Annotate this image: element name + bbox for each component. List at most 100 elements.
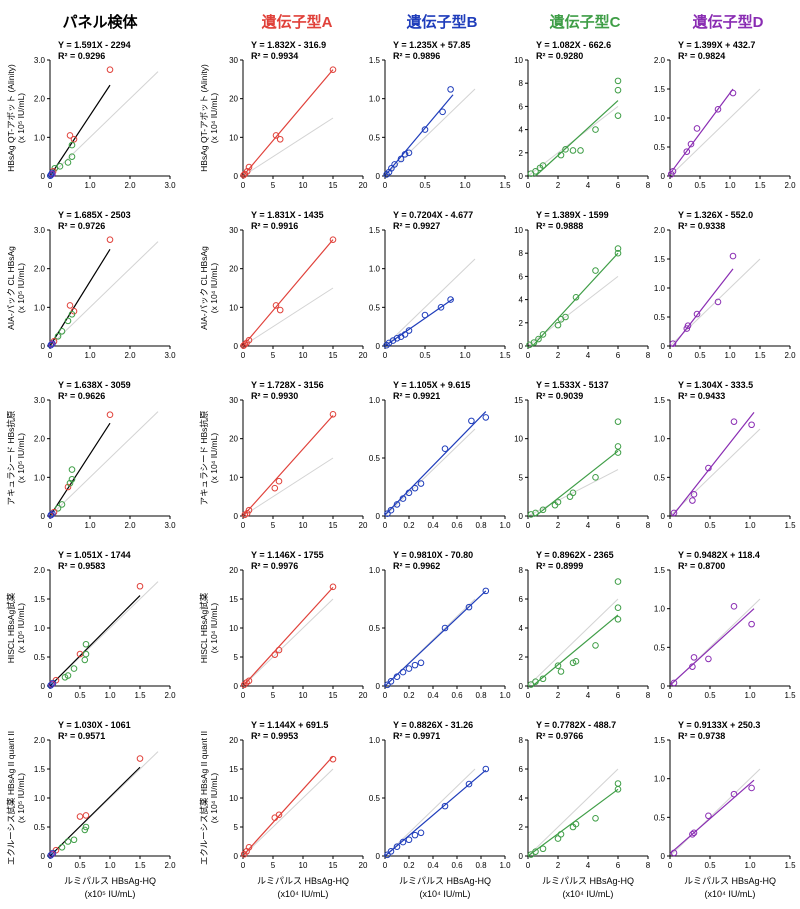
x-tick-label: 0.2 (403, 521, 415, 530)
y-tick-label: 15 (514, 396, 523, 405)
data-point (526, 341, 533, 349)
x-tick-label: 2 (556, 691, 561, 700)
x-tick-label: 1.5 (499, 351, 511, 360)
x-axis-unit: (x10⁴ IU/mL) (278, 889, 329, 899)
data-point (271, 651, 279, 658)
x-tick-label: 20 (359, 861, 368, 870)
x-tick-label: 20 (359, 691, 368, 700)
x-tick-label: 0 (526, 861, 531, 870)
x-tick-label: 1.0 (499, 521, 511, 530)
y-tick-label: 0.5 (369, 133, 381, 142)
data-point (539, 845, 547, 853)
data-point (241, 511, 249, 519)
x-tick-label: 0.5 (74, 691, 86, 700)
data-point (667, 170, 675, 178)
y-axis-unit: (x 10⁵ IU/mL) (16, 93, 26, 143)
y-tick-label: 10 (514, 226, 523, 235)
data-point (669, 340, 677, 347)
x-tick-label: 8 (646, 351, 651, 360)
y-tick-label: 2 (519, 149, 524, 158)
regression-line (532, 614, 619, 687)
regression-line (535, 100, 619, 177)
data-point (614, 449, 622, 456)
x-tick-label: 0 (241, 691, 246, 700)
data-point (245, 163, 253, 171)
data-point (384, 510, 391, 517)
data-point (417, 829, 425, 837)
y-tick-label: 15 (229, 765, 238, 774)
identity-line (384, 428, 476, 517)
x-tick-label: 5 (271, 691, 276, 700)
x-tick-label: 1.0 (724, 351, 736, 360)
data-point (329, 411, 337, 418)
y-tick-label: 10 (514, 435, 523, 444)
x-tick-label: 6 (616, 181, 621, 190)
y-axis-unit: (x 10⁴ IU/mL) (209, 263, 219, 314)
data-point (614, 112, 622, 119)
y-tick-label: 0 (376, 682, 381, 691)
regression-equation: Y = 1.304X - 333.5 (678, 380, 753, 390)
x-tick-label: 0 (526, 351, 531, 360)
data-point (614, 249, 622, 257)
data-point (271, 484, 279, 492)
data-point (670, 849, 678, 857)
x-axis-unit: (x10⁴ IU/mL) (705, 889, 756, 899)
x-tick-label: 15 (329, 181, 338, 190)
identity-line (527, 469, 619, 517)
r-squared: R² = 0.9039 (536, 391, 583, 401)
regression-equation: Y = 0.7782X - 488.7 (536, 720, 616, 730)
data-point (592, 815, 599, 822)
data-point (329, 755, 337, 763)
data-point (690, 491, 698, 498)
data-point (47, 511, 55, 519)
data-point (272, 302, 280, 309)
y-tick-label: 0.5 (369, 624, 381, 633)
data-point (393, 673, 401, 681)
regression-line (242, 69, 334, 177)
header-genotype-d: 遺伝子型D (692, 13, 764, 31)
data-point (441, 445, 449, 453)
data-point (66, 479, 74, 487)
r-squared: R² = 0.9433 (678, 391, 725, 401)
y-tick-label: 20 (229, 566, 238, 575)
data-point (569, 823, 577, 831)
y-tick-label: 3.0 (34, 396, 46, 405)
identity-line (49, 241, 159, 347)
data-point (61, 674, 69, 681)
data-point (405, 836, 413, 844)
scatter-plot-r4-c3: Y = 0.7782X - 488.7R² = 0.9766 0 2 4 6 8 0 2 4 6 8 (519, 720, 651, 870)
y-tick-label: 0 (41, 342, 46, 351)
data-point (329, 66, 337, 73)
regression-line (49, 84, 111, 177)
y-tick-label: 0 (376, 512, 381, 521)
data-point (136, 755, 144, 762)
data-point (705, 655, 712, 663)
regression-line (242, 586, 334, 687)
regression-equation: Y = 1.831X - 1435 (251, 210, 324, 220)
y-tick-label: 6 (519, 102, 524, 111)
regression-equation: Y = 1.591X - 2294 (58, 40, 131, 50)
data-point (58, 501, 66, 508)
y-tick-label: 0 (519, 172, 524, 181)
y-tick-label: 1.0 (654, 605, 666, 614)
x-axis-title: ルミパルス HBsAg-HQ (684, 876, 776, 886)
x-tick-label: 2 (556, 521, 561, 530)
data-point (614, 245, 622, 252)
data-point (48, 680, 56, 688)
data-point (614, 77, 622, 85)
x-tick-label: 1.0 (84, 181, 96, 190)
data-point (58, 844, 66, 851)
data-point (387, 848, 395, 855)
y-tick-label: 4 (519, 126, 524, 135)
y-tick-label: 0 (376, 172, 381, 181)
y-axis-title: アキュラシード HBs抗原 (199, 411, 209, 506)
y-tick-label: 0 (234, 682, 239, 691)
x-tick-label: 0.4 (427, 861, 439, 870)
regression-line (384, 298, 454, 347)
identity-line (49, 71, 159, 177)
